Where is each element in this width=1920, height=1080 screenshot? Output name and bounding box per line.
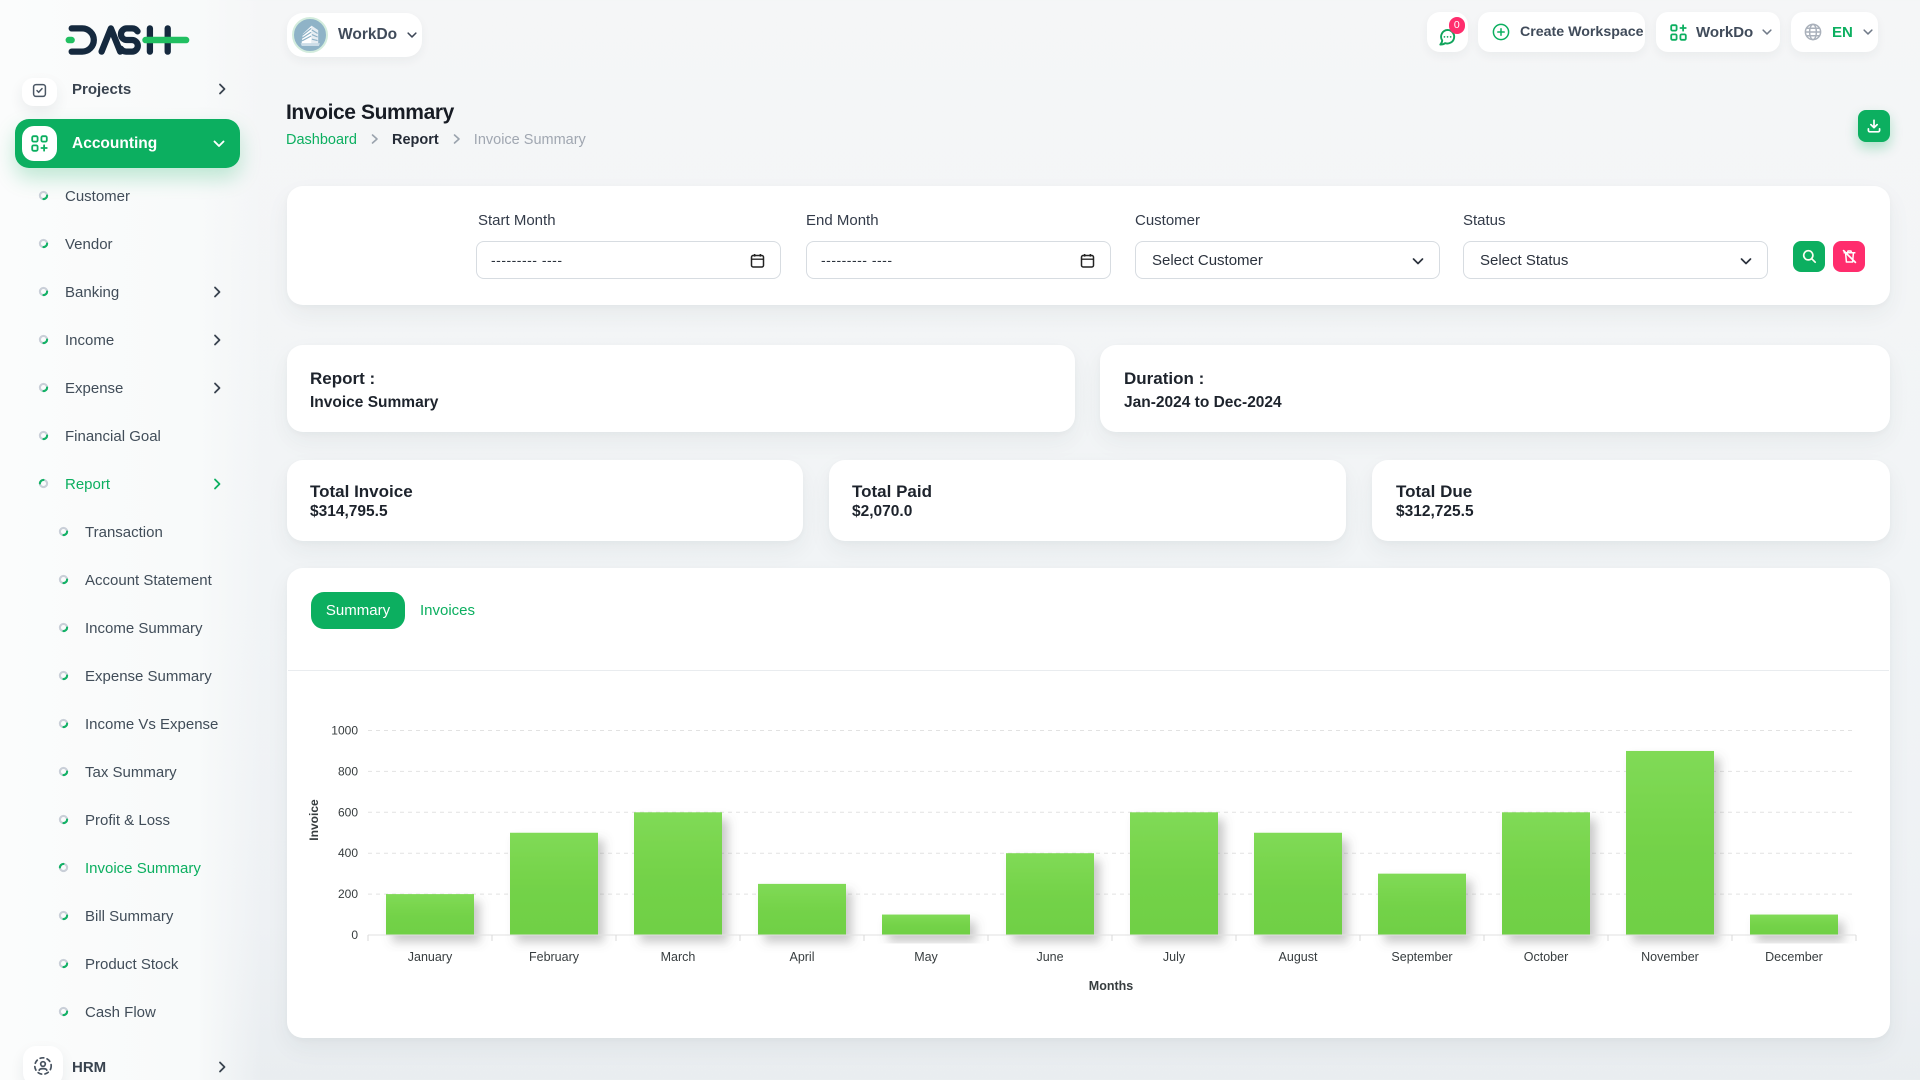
- svg-text:800: 800: [338, 764, 358, 778]
- svg-text:1000: 1000: [331, 724, 358, 738]
- svg-text:April: April: [789, 950, 814, 964]
- svg-text:Invoice: Invoice: [307, 799, 321, 841]
- svg-text:May: May: [914, 950, 938, 964]
- svg-text:400: 400: [338, 846, 358, 860]
- svg-text:600: 600: [338, 805, 358, 819]
- svg-text:Months: Months: [1089, 979, 1133, 993]
- svg-text:September: September: [1391, 950, 1452, 964]
- svg-text:June: June: [1036, 950, 1063, 964]
- svg-text:0: 0: [351, 928, 358, 942]
- svg-text:March: March: [661, 950, 696, 964]
- svg-text:November: November: [1641, 950, 1699, 964]
- svg-text:January: January: [408, 950, 453, 964]
- svg-text:October: October: [1524, 950, 1568, 964]
- svg-text:December: December: [1765, 950, 1823, 964]
- svg-text:February: February: [529, 950, 580, 964]
- svg-text:August: August: [1279, 950, 1318, 964]
- svg-text:200: 200: [338, 887, 358, 901]
- svg-text:July: July: [1163, 950, 1186, 964]
